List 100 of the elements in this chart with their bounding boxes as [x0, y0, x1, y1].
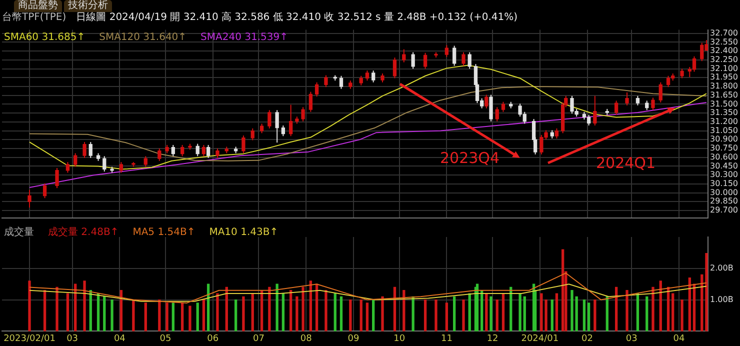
bar: [550, 299, 554, 332]
bar: [496, 299, 498, 332]
y-tick-label: 30.150: [710, 179, 738, 188]
y-tick-label: 30.000: [710, 188, 738, 197]
y-tick-label: 30.900: [710, 134, 738, 144]
bar: [646, 296, 648, 332]
y-tick-label: 31.200: [710, 117, 738, 126]
bar: [144, 302, 147, 332]
y-tick-label: 32.400: [710, 46, 738, 56]
chart-title: 成交量: [4, 227, 34, 238]
bar: [56, 286, 58, 332]
bar: [570, 290, 574, 332]
bar: [424, 299, 427, 332]
text: 技術分析: [64, 0, 112, 12]
bar: [172, 302, 174, 332]
y-tick-label: 31.050: [710, 126, 738, 135]
y-tick-label: 2.00B: [710, 263, 734, 272]
bar: [202, 299, 206, 332]
bar: [296, 296, 298, 332]
bar: [334, 293, 336, 332]
x-tick-label: 06: [207, 334, 219, 344]
bar: [349, 299, 352, 332]
bar: [340, 296, 343, 332]
bar: [110, 299, 114, 332]
bar: [216, 293, 219, 332]
text: 成交量 2.48B↑: [48, 227, 119, 238]
bar: [555, 293, 558, 332]
bar: [132, 299, 135, 332]
y-tick-label: 1.00B: [710, 294, 734, 304]
bar: [485, 293, 488, 332]
y-tick-label: 30.300: [710, 170, 738, 180]
bar: [234, 299, 238, 332]
bar: [360, 299, 362, 332]
y-tick-label: 30.450: [710, 161, 738, 170]
bar: [158, 299, 161, 332]
x-tick-label: 12: [486, 334, 498, 344]
bar: [43, 290, 46, 332]
bar: [561, 249, 564, 332]
y-tick-label: 29.700: [710, 206, 738, 215]
y-tick-label: 32.550: [710, 37, 738, 46]
bar: [180, 302, 184, 332]
y-tick-label: 31.650: [710, 90, 738, 100]
bar: [188, 306, 192, 332]
bar: [490, 296, 492, 332]
annotation: 2023Q4: [440, 149, 500, 167]
bar: [453, 296, 456, 332]
bar: [381, 296, 384, 332]
bar: [523, 296, 526, 332]
x-tick-label: 2023/02/01: [4, 334, 56, 344]
bar: [103, 296, 106, 332]
bar: [688, 277, 691, 332]
y-tick-label: 31.950: [710, 72, 738, 82]
bar: [166, 302, 168, 332]
x-tick-label: 05: [160, 334, 172, 344]
y-tick-label: 31.350: [710, 108, 738, 118]
y-tick-label: 31.800: [710, 82, 738, 91]
bar: [412, 296, 414, 332]
bar: [28, 280, 31, 332]
x-tick-label: 2024/01: [521, 334, 559, 344]
bar: [659, 280, 662, 332]
bar: [302, 286, 304, 332]
bar: [680, 299, 684, 332]
text: SMA120 31.640↑: [99, 32, 187, 43]
annotation: 2024Q1: [596, 154, 656, 172]
y-tick-label: 29.850: [710, 196, 738, 206]
bar: [372, 299, 375, 332]
text: SMA60 31.685↑: [4, 32, 86, 43]
text: SMA240 31.539↑: [200, 32, 288, 43]
y-tick-label: 31.500: [710, 99, 738, 108]
bar: [582, 299, 586, 332]
bar: [315, 284, 318, 332]
text: MA5 1.54B↑: [132, 227, 196, 238]
bar: [594, 299, 596, 332]
bar: [705, 253, 708, 332]
bar: [700, 274, 704, 332]
bar: [83, 280, 86, 332]
bar: [196, 302, 199, 332]
y-tick-label: 30.600: [710, 152, 738, 162]
bar: [251, 293, 254, 332]
bar: [96, 293, 100, 332]
bar: [66, 293, 70, 332]
bar: [518, 293, 522, 332]
bar: [242, 296, 245, 332]
candlestick: [132, 162, 136, 168]
x-tick-label: 09: [348, 334, 360, 344]
y-tick-label: 30.750: [710, 144, 738, 153]
chart-subtitle: 日線圖 2024/04/19 開 32.410 高 32.586 低 32.410 收 32.512 s 量 2.48B +0.132 (+0.41%): [76, 12, 518, 23]
bar: [276, 284, 278, 332]
x-tick-label: 08: [300, 334, 312, 344]
x-tick-label: 02: [582, 334, 594, 344]
bar: [445, 302, 448, 332]
y-tick-label: 32.700: [710, 28, 738, 38]
bar: [468, 293, 471, 332]
chart-title: 台幣TPF(TPE): [2, 12, 66, 23]
bar: [268, 286, 271, 332]
x-tick-label: 03: [66, 334, 78, 344]
bar: [366, 302, 369, 332]
bar: [462, 299, 465, 332]
x-tick-label: 04: [114, 334, 126, 344]
x-tick-label: 10: [394, 334, 406, 344]
